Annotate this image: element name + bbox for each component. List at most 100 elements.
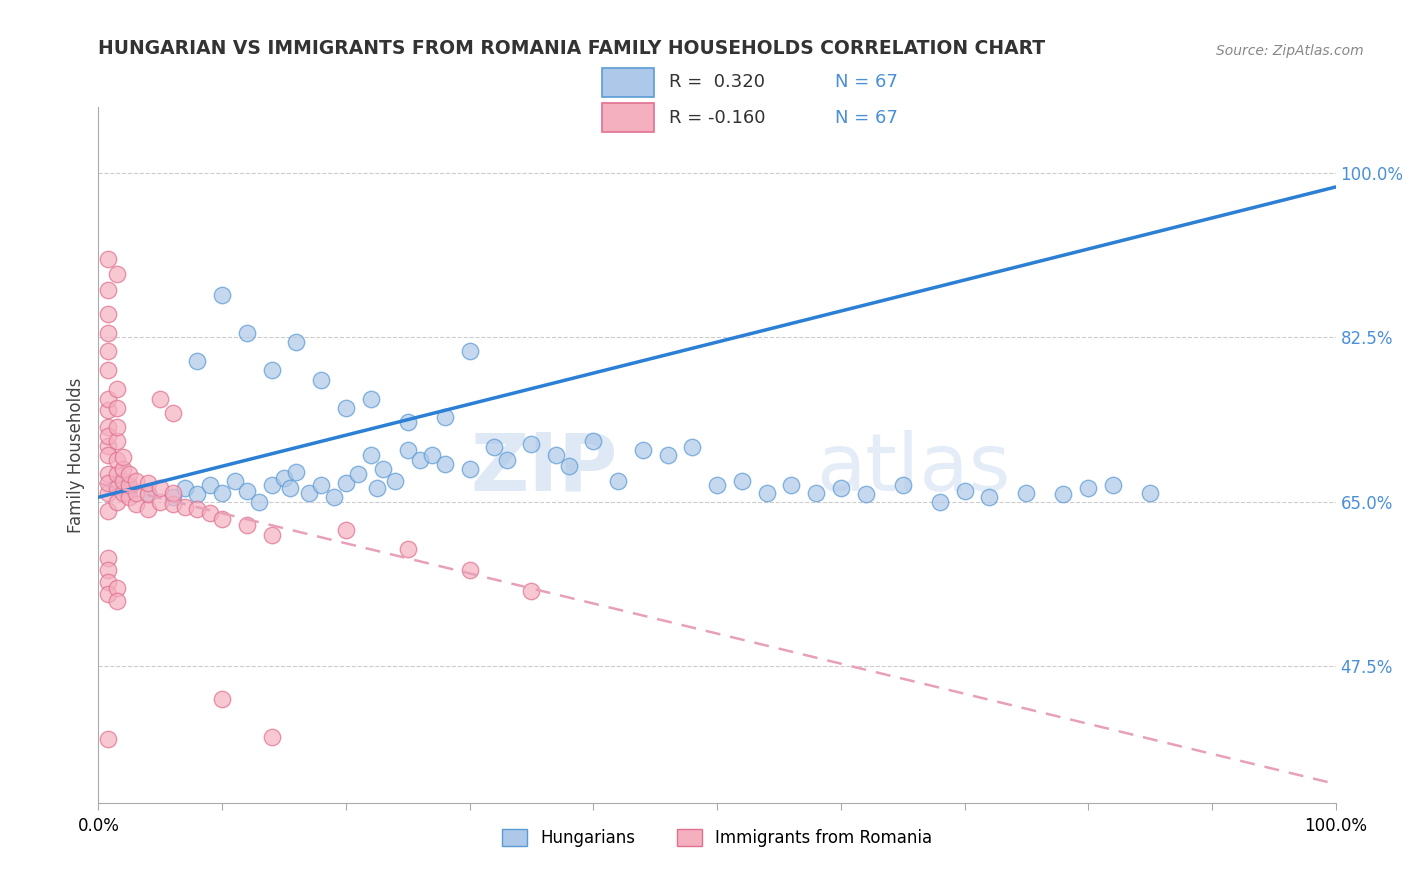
Point [105, 452, 128, 467]
Point [335, 523, 357, 537]
Point [557, 459, 579, 474]
Point [1102, 478, 1125, 492]
Text: R =  0.320: R = 0.320 [669, 73, 765, 91]
Point [136, 502, 159, 516]
Point [631, 443, 654, 458]
Point [335, 476, 357, 491]
Point [273, 471, 295, 485]
Point [891, 478, 914, 492]
Point [124, 497, 146, 511]
Point [260, 478, 283, 492]
Point [495, 452, 517, 467]
Y-axis label: Family Households: Family Households [66, 377, 84, 533]
Point [97, 344, 120, 359]
Point [105, 268, 128, 282]
Point [149, 392, 172, 406]
Point [118, 490, 141, 504]
Point [211, 485, 233, 500]
Point [136, 485, 159, 500]
Point [105, 481, 128, 495]
Point [97, 574, 120, 589]
Point [247, 495, 270, 509]
Point [149, 481, 172, 495]
Point [97, 467, 120, 481]
Point [706, 478, 728, 492]
Point [458, 563, 481, 577]
Point [335, 401, 357, 415]
Point [105, 419, 128, 434]
Point [162, 406, 184, 420]
Point [105, 593, 128, 607]
Point [396, 443, 419, 458]
Point [484, 441, 506, 455]
Point [136, 487, 159, 501]
Point [285, 465, 308, 479]
Point [118, 481, 141, 495]
Point [298, 485, 321, 500]
Point [979, 490, 1001, 504]
Point [97, 392, 120, 406]
Text: N = 67: N = 67 [835, 109, 897, 127]
Point [260, 730, 283, 744]
Point [124, 475, 146, 489]
Point [97, 326, 120, 340]
Point [520, 584, 543, 599]
Point [105, 467, 128, 481]
Point [105, 382, 128, 396]
Point [97, 731, 120, 746]
Point [186, 502, 208, 516]
Point [105, 476, 128, 491]
Point [236, 483, 259, 498]
Point [731, 475, 754, 489]
Point [97, 504, 120, 518]
Point [97, 429, 120, 443]
Point [124, 485, 146, 500]
Point [607, 475, 630, 489]
Point [236, 518, 259, 533]
Point [105, 582, 128, 596]
Bar [602, 103, 654, 132]
Point [162, 485, 184, 500]
Point [260, 528, 283, 542]
Point [928, 495, 950, 509]
Text: 0.0%: 0.0% [77, 817, 120, 835]
Point [458, 462, 481, 476]
Point [520, 436, 543, 450]
Point [211, 512, 233, 526]
Point [174, 500, 197, 514]
Point [309, 478, 332, 492]
Point [186, 487, 208, 501]
Point [360, 392, 382, 406]
Point [322, 490, 344, 504]
Point [384, 475, 406, 489]
Point [1052, 487, 1074, 501]
Point [855, 487, 877, 501]
Point [211, 692, 233, 706]
Point [136, 476, 159, 491]
Point [260, 363, 283, 377]
Point [953, 483, 976, 498]
Point [224, 475, 246, 489]
Point [422, 448, 444, 462]
Point [396, 415, 419, 429]
Point [112, 450, 135, 464]
Point [97, 438, 120, 452]
Point [112, 462, 135, 476]
Point [236, 326, 259, 340]
Point [97, 563, 120, 577]
Point [780, 478, 803, 492]
Point [409, 452, 432, 467]
Point [546, 448, 568, 462]
Point [582, 434, 605, 448]
Point [198, 506, 221, 520]
Point [1077, 481, 1099, 495]
Point [97, 448, 120, 462]
Point [162, 497, 184, 511]
Point [162, 490, 184, 504]
Text: R = -0.160: R = -0.160 [669, 109, 766, 127]
Text: ZIP: ZIP [471, 430, 619, 508]
Bar [602, 68, 654, 96]
Point [149, 495, 172, 509]
Text: N = 67: N = 67 [835, 73, 897, 91]
Point [211, 288, 233, 302]
